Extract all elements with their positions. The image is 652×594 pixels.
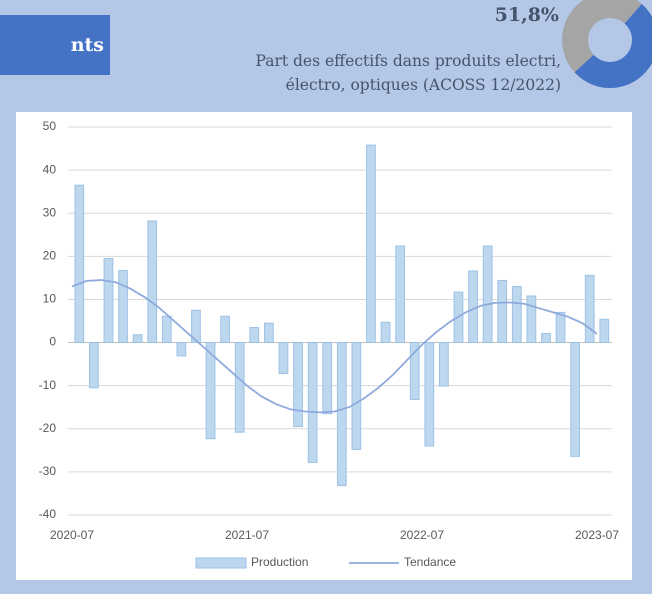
bar (191, 309, 201, 344)
bar (205, 342, 216, 440)
bar (468, 270, 478, 344)
y-tick-label: 40 (43, 162, 57, 176)
trend-line (71, 279, 598, 414)
bar (161, 315, 172, 344)
bar (599, 318, 610, 344)
y-tick-label: -10 (39, 378, 57, 392)
y-tick-label: 0 (49, 335, 56, 349)
bar (118, 270, 128, 344)
bar (234, 342, 245, 433)
bar (264, 322, 274, 344)
donut-slice (574, 3, 652, 88)
bar (439, 342, 449, 387)
bar (278, 342, 289, 375)
bar (409, 342, 420, 400)
donut (562, 0, 652, 88)
legend-label: Production (251, 555, 308, 569)
y-tick-label: -20 (39, 421, 57, 435)
bar (497, 279, 508, 344)
bar (103, 257, 114, 344)
x-tick-label: 2022-07 (400, 528, 444, 542)
y-tick-label: 30 (43, 205, 57, 219)
bar (541, 333, 551, 344)
bar (89, 342, 99, 389)
y-tick-label: -40 (39, 507, 57, 521)
bar (366, 144, 376, 344)
bar (424, 342, 435, 447)
title-box (0, 15, 110, 75)
bar (336, 342, 347, 487)
kpi-value: 51,8% (495, 4, 559, 26)
panel-title: nts (71, 34, 104, 56)
bar (351, 342, 362, 450)
bar (220, 315, 231, 344)
bar (132, 334, 143, 344)
bar (380, 321, 391, 344)
bar (293, 342, 303, 428)
bar (249, 326, 260, 344)
bar (307, 342, 318, 463)
bar (570, 342, 581, 457)
donut-rest (562, 0, 642, 73)
bar (584, 274, 595, 344)
kpi-caption: électro, optiques (ACOSS 12/2022) (286, 76, 561, 94)
bar (74, 184, 85, 344)
chart: -40 -30 -20 -10 0 10 20 30 40 50 2020-07 2021-07 202… (39, 119, 620, 569)
bar (482, 245, 493, 344)
legend-label: Tendance (404, 555, 456, 569)
legend-swatch (195, 557, 247, 569)
bar (395, 245, 406, 344)
bar (526, 295, 537, 344)
x-tick-label: 2023-07 (575, 528, 619, 542)
y-tick-label: 10 (43, 292, 57, 306)
x-tick-label: 2021-07 (225, 528, 269, 542)
bar (176, 342, 187, 357)
y-tick-label: -30 (39, 464, 57, 478)
y-tick-label: 50 (43, 119, 57, 133)
bar (511, 286, 522, 344)
kpi-caption: Part des effectifs dans produits electri… (255, 52, 561, 70)
y-tick-label: 20 (43, 249, 57, 263)
x-tick-label: 2020-07 (50, 528, 94, 542)
bar (147, 220, 158, 344)
bar (555, 311, 566, 344)
bar (322, 342, 333, 415)
